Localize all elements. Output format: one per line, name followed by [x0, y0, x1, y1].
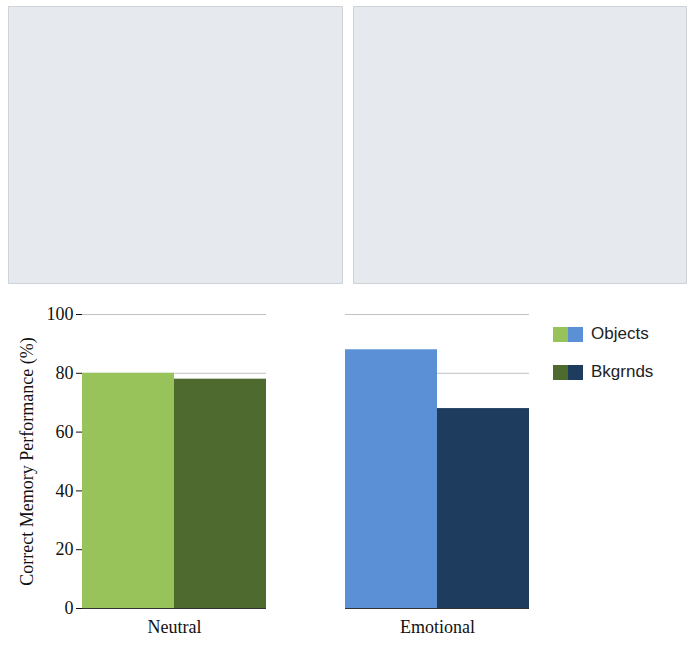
svg-text:Emotional: Emotional: [400, 617, 475, 637]
svg-text:40: 40: [56, 481, 74, 501]
svg-text:Neutral: Neutral: [148, 617, 202, 637]
html-text:Bkgrnds: Bkgrnds: [591, 362, 654, 381]
svg-text:Correct Memory Performance (%): Correct Memory Performance (%): [17, 337, 38, 585]
svg-text:100: 100: [47, 304, 74, 324]
svg-text:80: 80: [56, 363, 74, 383]
html-text:Objects: Objects: [591, 324, 649, 343]
svg-text:20: 20: [56, 539, 74, 559]
svg-text:60: 60: [56, 422, 74, 442]
svg-text:0: 0: [65, 598, 74, 618]
